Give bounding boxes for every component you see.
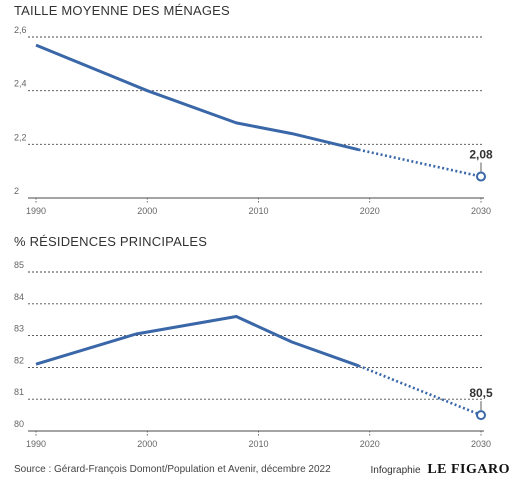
y-tick-label: 2,2 [14,132,27,142]
y-tick-label: 2 [14,186,19,196]
annotation-label: 2,08 [469,148,493,162]
y-tick-label: 83 [14,324,24,334]
y-tick-label: 85 [14,260,24,270]
x-tick-label: 2010 [248,439,268,449]
y-tick-label: 82 [14,355,24,365]
projection-line [358,148,482,178]
chart-title-household-size: TAILLE MOYENNE DES MÉNAGES [14,3,230,18]
annotation-marker [476,171,486,182]
source-note: Source : Gérard-François Domont/Populati… [14,464,331,475]
chart-title-main-residences: % RÉSIDENCES PRINCIPALES [14,234,208,249]
main-residences-chart: 80 81 82 83 84 85 1990 2000 2010 2020 2030 80,5 [14,260,493,449]
x-tick-label: 2020 [360,439,380,449]
y-tick-label: 81 [14,387,24,397]
annotation-marker [476,410,486,421]
household-size-chart: 2 2,2 2,4 2,6 1990 2000 2010 2020 2030 2,08 [14,25,493,216]
x-tick-label: 1990 [26,439,46,449]
y-tick-label: 84 [14,292,24,302]
x-tick-label: 2000 [137,206,157,216]
credit-prefix: Infographie [370,465,421,476]
credit: Infographie LE FIGARO [370,462,510,478]
annotation-label: 80,5 [469,386,493,400]
y-tick-label: 2,4 [14,79,27,89]
x-tick-label: 2030 [471,439,491,449]
x-tick-label: 2000 [137,439,157,449]
y-tick-label: 80 [14,419,24,429]
y-tick-label: 2,6 [14,25,27,35]
projection-line [358,364,482,417]
le-figaro-logo: LE FIGARO [427,462,510,477]
data-line [35,315,360,368]
x-tick-label: 1990 [26,206,46,216]
x-tick-label: 2020 [360,206,380,216]
x-tick-label: 2010 [248,206,268,216]
x-tick-label: 2030 [471,206,491,216]
data-line [35,43,359,152]
